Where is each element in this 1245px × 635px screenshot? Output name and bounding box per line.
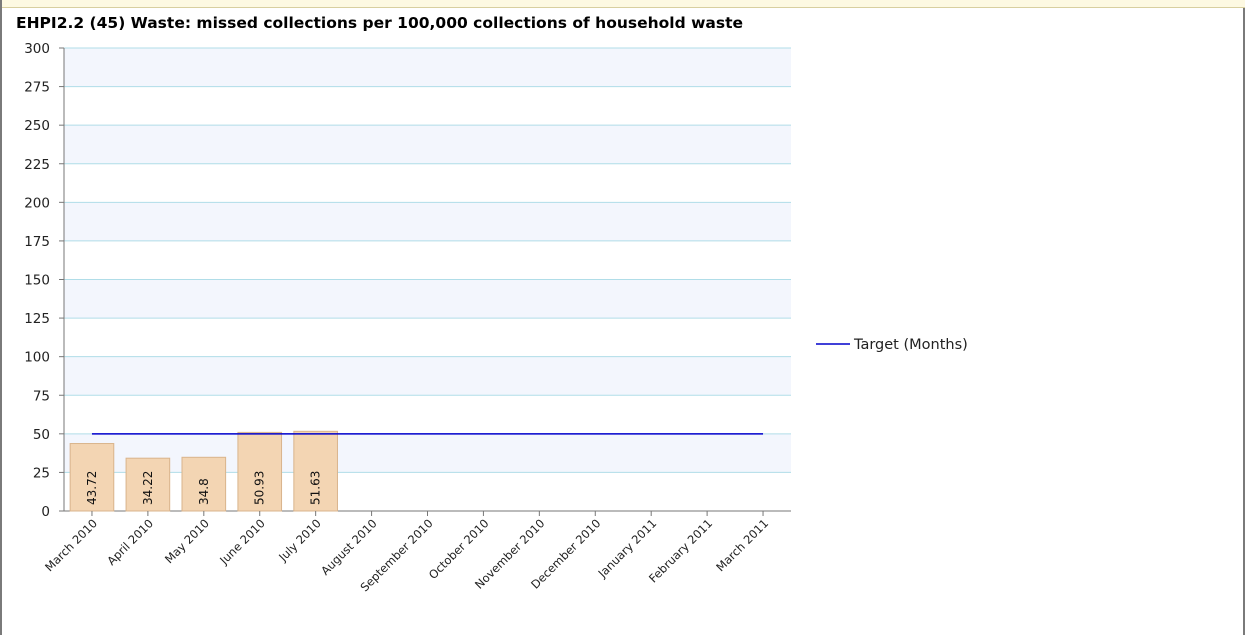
data-label: 34.8 [197, 478, 211, 505]
y-tick-label: 100 [24, 350, 50, 366]
y-tick-label: 25 [33, 465, 50, 481]
data-label: 34.22 [141, 471, 155, 505]
y-tick-label: 275 [24, 80, 50, 96]
x-tick-label: July 2010 [275, 516, 324, 565]
data-label: 51.63 [309, 471, 323, 505]
x-tick-label: August 2010 [318, 516, 380, 578]
y-tick-label: 200 [24, 195, 50, 211]
plot-band [64, 433, 791, 473]
x-tick-label: May 2010 [162, 516, 212, 566]
y-tick-label: 225 [24, 157, 50, 173]
x-tick-label: March 2010 [42, 516, 100, 574]
plot-band [64, 48, 791, 87]
x-tick-label: March 2011 [713, 516, 771, 574]
bar [293, 430, 338, 512]
x-tick-label: June 2010 [216, 516, 268, 568]
data-label: 43.72 [85, 471, 99, 505]
plot-band [64, 356, 791, 396]
chart-title: EHPI2.2 (45) Waste: missed collections p… [16, 14, 744, 32]
panel-header-strip [2, 0, 1245, 8]
plot-band [64, 125, 791, 164]
y-tick-label: 0 [41, 504, 50, 520]
plot-band [64, 202, 791, 241]
y-tick-label: 150 [24, 273, 50, 289]
y-tick-label: 50 [33, 427, 50, 443]
bar [181, 456, 227, 512]
bar [237, 431, 283, 512]
legend-label: Target (Months) [853, 337, 968, 353]
y-tick-label: 250 [24, 118, 50, 134]
y-tick-label: 125 [24, 311, 50, 327]
x-tick-label: April 2010 [104, 516, 156, 568]
plot-band [64, 279, 791, 319]
y-tick-label: 175 [24, 234, 50, 250]
y-tick-label: 300 [24, 41, 50, 57]
data-label: 50.93 [253, 471, 267, 505]
y-tick-label: 75 [33, 388, 50, 404]
